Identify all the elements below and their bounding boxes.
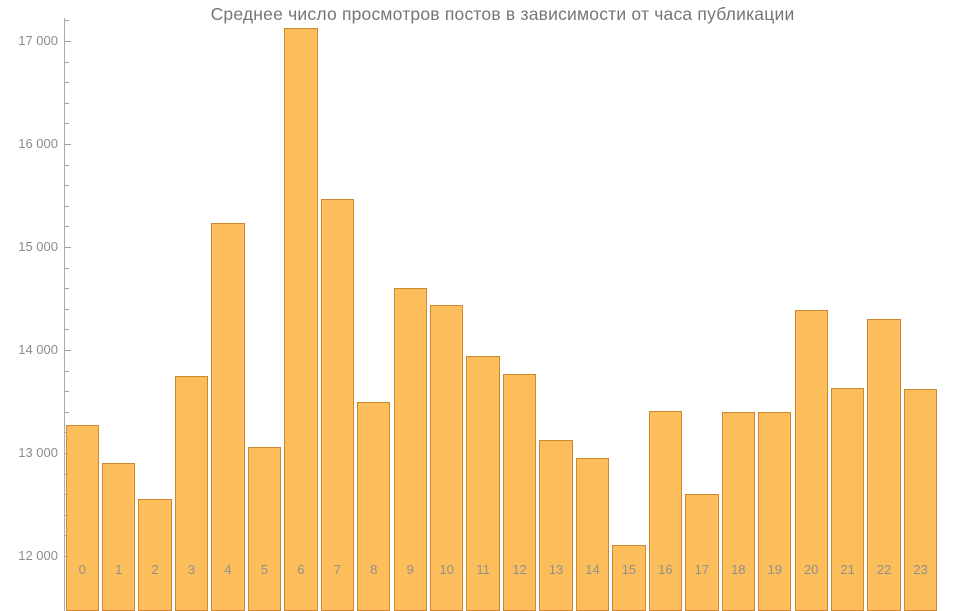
bar — [211, 223, 245, 611]
bar — [174, 375, 209, 611]
y-minor-tick — [65, 329, 69, 331]
y-major-tick — [65, 247, 71, 248]
bar — [575, 458, 610, 611]
y-minor-tick — [65, 61, 69, 63]
bar — [466, 356, 500, 611]
bar — [867, 319, 901, 611]
bar — [502, 373, 537, 611]
bar — [612, 544, 646, 611]
bar — [758, 411, 792, 611]
y-minor-tick — [65, 164, 69, 166]
y-axis-line — [64, 18, 65, 611]
y-minor-tick — [65, 102, 69, 104]
y-minor-tick — [65, 370, 69, 372]
y-minor-tick — [65, 308, 69, 310]
y-tick-label: 14 000 — [18, 342, 58, 357]
y-major-tick — [65, 350, 71, 351]
y-tick-label: 15 000 — [18, 239, 58, 254]
bar — [320, 198, 355, 611]
bar — [393, 288, 427, 611]
bar — [138, 499, 172, 611]
y-major-tick — [65, 144, 71, 145]
chart-title: Среднее число просмотров постов в зависи… — [210, 4, 795, 24]
bar — [648, 410, 683, 611]
bar — [430, 304, 464, 611]
y-minor-tick — [65, 288, 69, 290]
y-major-tick — [65, 41, 71, 42]
bar — [685, 494, 719, 611]
bar — [247, 446, 282, 611]
bar — [284, 27, 318, 611]
bar — [830, 388, 865, 611]
y-tick-label: 17 000 — [18, 33, 58, 48]
bar — [101, 463, 136, 611]
y-tick-label: 16 000 — [18, 136, 58, 151]
y-minor-tick — [65, 20, 69, 22]
bar — [903, 389, 938, 611]
y-tick-label: 13 000 — [18, 445, 58, 460]
bar — [721, 411, 755, 611]
y-minor-tick — [65, 123, 69, 125]
y-minor-tick — [65, 185, 69, 187]
bar — [794, 309, 828, 611]
y-minor-tick — [65, 226, 69, 228]
bar — [65, 425, 99, 611]
y-minor-tick — [65, 82, 69, 84]
y-minor-tick — [65, 205, 69, 207]
y-minor-tick — [65, 391, 69, 393]
y-tick-label: 12 000 — [18, 548, 58, 563]
bar — [539, 439, 573, 611]
y-minor-tick — [65, 267, 69, 269]
y-minor-tick — [65, 411, 69, 413]
bar — [357, 401, 391, 611]
